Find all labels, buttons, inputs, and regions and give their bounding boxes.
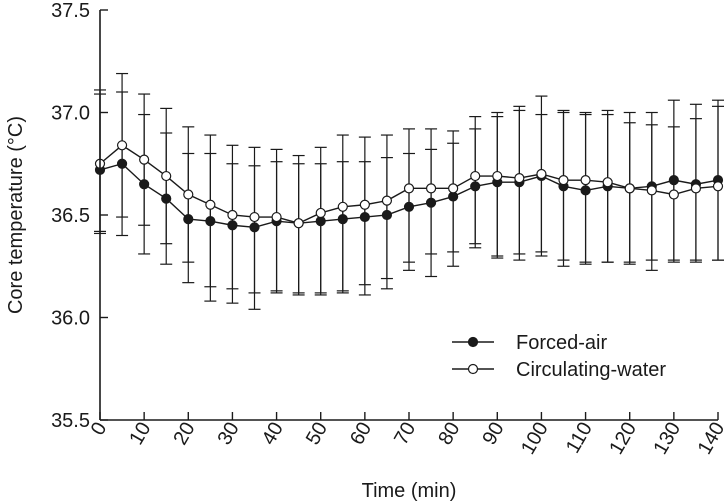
data-point-circulating-water [227,209,238,221]
x-tick-label: 40 [258,419,288,449]
x-tick-label: 20 [169,419,199,449]
y-tick-label: 36.5 [51,205,90,227]
x-tick-label: 90 [478,419,508,449]
data-point-circulating-water [337,201,348,212]
y-tick-label: 35.5 [51,410,90,432]
legend-item-forced-air: Forced-air [452,332,607,354]
data-point-circulating-water [624,183,635,194]
x-tick-label: 60 [346,419,376,449]
data-point-forced-air [403,201,415,212]
legend-item-circulating-water: Circulating-water [452,359,666,381]
data-point-circulating-water [271,211,282,223]
data-point-forced-air [249,222,260,233]
data-point-circulating-water [359,199,370,210]
legend-marker-forced-air [467,336,479,348]
x-tick-label: 100 [517,419,553,459]
data-point-circulating-water [580,175,591,186]
x-tick-label: 80 [434,419,464,449]
data-point-circulating-water [558,175,569,186]
data-point-circulating-water [492,170,503,182]
data-point-forced-air [227,220,238,231]
data-point-circulating-water [183,189,194,200]
x-tick-label: 70 [390,419,420,449]
x-tick-label: 120 [605,419,641,459]
data-point-forced-air [668,175,679,186]
data-point-circulating-water [602,177,613,188]
legend: Forced-air Circulating-water [452,332,666,381]
x-tick-label: 140 [694,419,727,459]
data-point-circulating-water [293,218,304,229]
data-point-forced-air [580,185,591,196]
data-point-circulating-water [448,183,459,194]
data-point-forced-air [470,181,481,192]
data-point-forced-air [183,214,194,225]
x-tick-label: 0 [87,419,112,440]
y-ticks: 35.5 36.0 36.5 37.0 37.5 [51,0,108,432]
legend-marker-circulating-water [467,363,479,375]
data-point-circulating-water [381,195,393,206]
legend-label-forced-air: Forced-air [516,332,607,354]
x-axis-label: Time (min) [362,480,457,502]
data-point-circulating-water [690,183,702,194]
x-tick-label: 10 [125,419,155,449]
x-tick-label: 30 [214,419,244,449]
x-tick-label: 110 [562,419,597,458]
data-point-forced-air [161,193,172,204]
data-point-forced-air [359,211,370,223]
data-point-forced-air [381,209,393,221]
data-point-circulating-water [712,181,724,192]
data-point-circulating-water [668,189,679,200]
y-tick-label: 37.0 [51,103,90,125]
data-point-forced-air [337,214,348,225]
data-point-circulating-water [116,140,128,151]
y-tick-label: 36.0 [51,308,90,330]
legend-label-circulating-water: Circulating-water [516,359,666,381]
data-point-forced-air [116,158,128,169]
data-point-circulating-water [205,199,216,210]
data-point-forced-air [139,179,150,190]
data-point-circulating-water [646,185,657,196]
x-tick-label: 50 [302,419,332,449]
data-point-circulating-water [315,207,326,219]
data-point-circulating-water [425,183,437,194]
y-tick-label: 37.5 [51,0,90,22]
y-axis-label: Core temperature (°C) [5,116,27,314]
x-ticks: 0 10 20 30 40 50 60 70 80 90 100 110 120 130 140 [87,412,727,458]
x-tick-label: 130 [649,419,685,459]
data-point-circulating-water [161,170,172,182]
data-point-forced-air [205,216,216,227]
data-points [94,140,724,233]
data-point-circulating-water [470,170,481,182]
data-point-circulating-water [139,154,150,165]
data-point-forced-air [425,197,437,208]
data-point-circulating-water [403,183,415,194]
data-point-circulating-water [514,173,525,184]
data-point-circulating-water [249,211,260,223]
data-point-circulating-water [536,168,547,180]
